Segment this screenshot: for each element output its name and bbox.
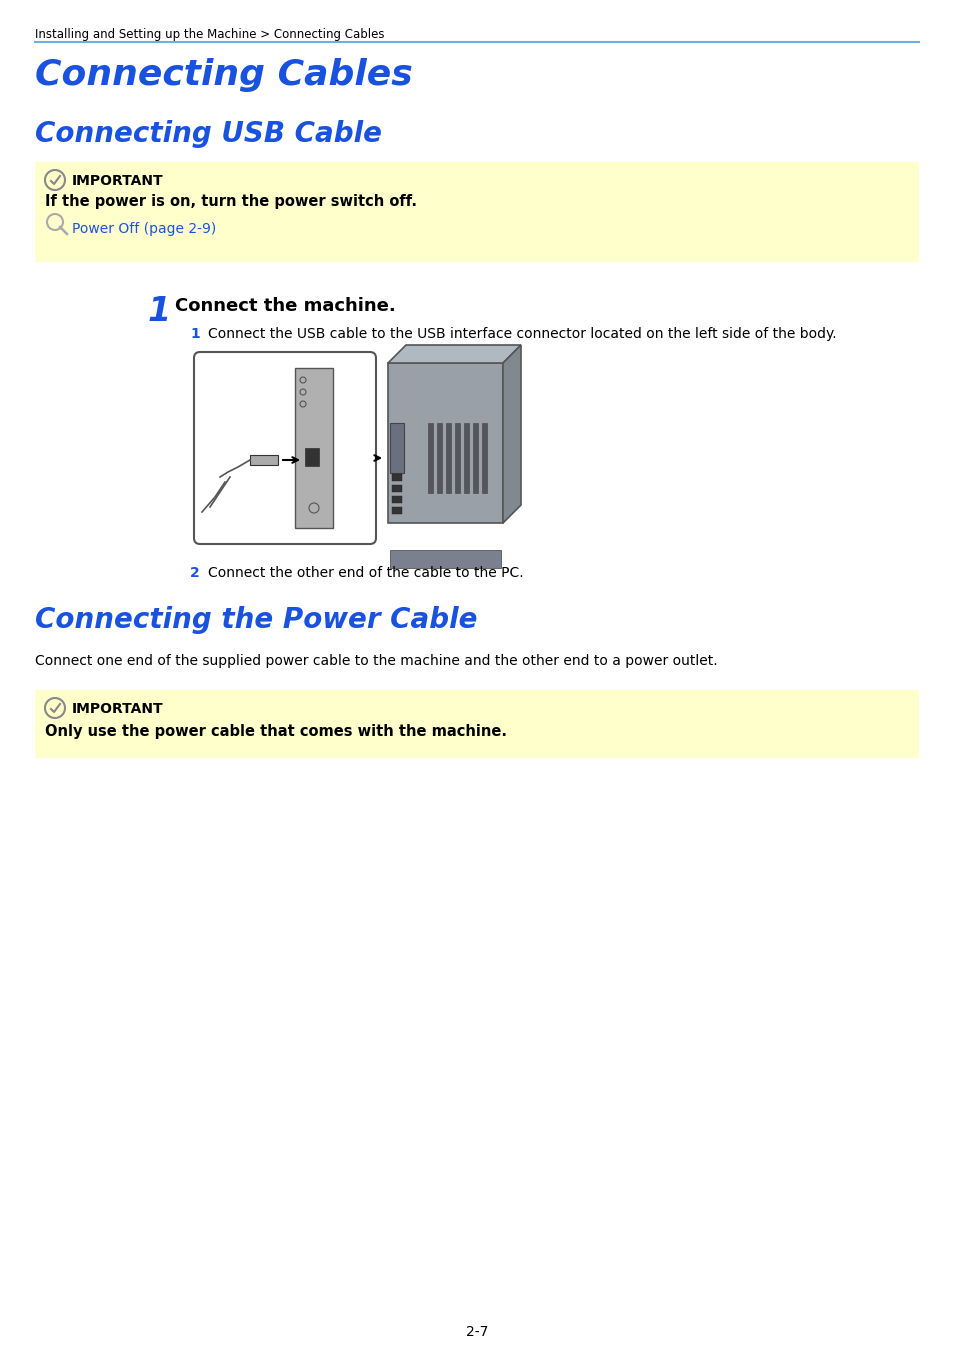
Bar — [388, 363, 502, 522]
Bar — [392, 485, 401, 491]
Text: 2-7: 2-7 — [465, 1324, 488, 1339]
Bar — [392, 474, 401, 481]
Text: 2: 2 — [190, 566, 199, 580]
Text: Connect one end of the supplied power cable to the machine and the other end to : Connect one end of the supplied power ca… — [35, 653, 717, 668]
Bar — [390, 549, 500, 568]
Text: Connecting USB Cable: Connecting USB Cable — [35, 120, 381, 148]
Text: Installing and Setting up the Machine > Connecting Cables: Installing and Setting up the Machine > … — [35, 28, 384, 40]
Bar — [436, 423, 441, 493]
Bar — [463, 423, 469, 493]
Polygon shape — [388, 346, 520, 363]
FancyBboxPatch shape — [193, 352, 375, 544]
Text: Connect the machine.: Connect the machine. — [174, 297, 395, 315]
Bar — [294, 369, 333, 528]
Text: IMPORTANT: IMPORTANT — [71, 702, 164, 716]
Bar — [250, 455, 277, 464]
Text: Connect the other end of the cable to the PC.: Connect the other end of the cable to th… — [208, 566, 523, 580]
Bar — [392, 508, 401, 514]
Bar — [428, 423, 433, 493]
Bar — [392, 495, 401, 504]
FancyBboxPatch shape — [35, 690, 918, 757]
FancyBboxPatch shape — [35, 162, 918, 262]
Text: Only use the power cable that comes with the machine.: Only use the power cable that comes with… — [45, 724, 506, 738]
Bar — [305, 448, 318, 466]
Text: 1: 1 — [148, 296, 172, 328]
Text: If the power is on, turn the power switch off.: If the power is on, turn the power switc… — [45, 194, 416, 209]
Text: 1: 1 — [190, 327, 199, 342]
Text: Connecting the Power Cable: Connecting the Power Cable — [35, 606, 477, 634]
Bar — [473, 423, 477, 493]
Text: Connecting Cables: Connecting Cables — [35, 58, 413, 92]
Text: Connect the USB cable to the USB interface connector located on the left side of: Connect the USB cable to the USB interfa… — [208, 327, 836, 342]
Text: Power Off (page 2-9): Power Off (page 2-9) — [71, 221, 216, 236]
Bar — [481, 423, 486, 493]
Bar — [390, 423, 403, 472]
Polygon shape — [502, 346, 520, 522]
Bar — [446, 423, 451, 493]
Text: IMPORTANT: IMPORTANT — [71, 174, 164, 188]
Bar — [455, 423, 459, 493]
